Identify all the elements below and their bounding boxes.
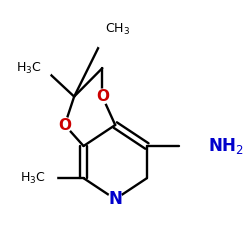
Circle shape: [36, 167, 56, 189]
Circle shape: [108, 192, 122, 206]
Text: O: O: [96, 89, 109, 104]
Text: H$_3$C: H$_3$C: [16, 60, 41, 76]
Circle shape: [58, 118, 72, 132]
Circle shape: [31, 57, 52, 79]
Text: H$_3$C: H$_3$C: [20, 170, 46, 186]
Circle shape: [94, 26, 115, 48]
Circle shape: [95, 89, 109, 104]
Text: N: N: [108, 190, 122, 208]
Circle shape: [207, 135, 228, 157]
Text: O: O: [58, 118, 71, 132]
Text: CH$_3$: CH$_3$: [105, 22, 130, 37]
Text: NH$_2$: NH$_2$: [208, 136, 244, 156]
